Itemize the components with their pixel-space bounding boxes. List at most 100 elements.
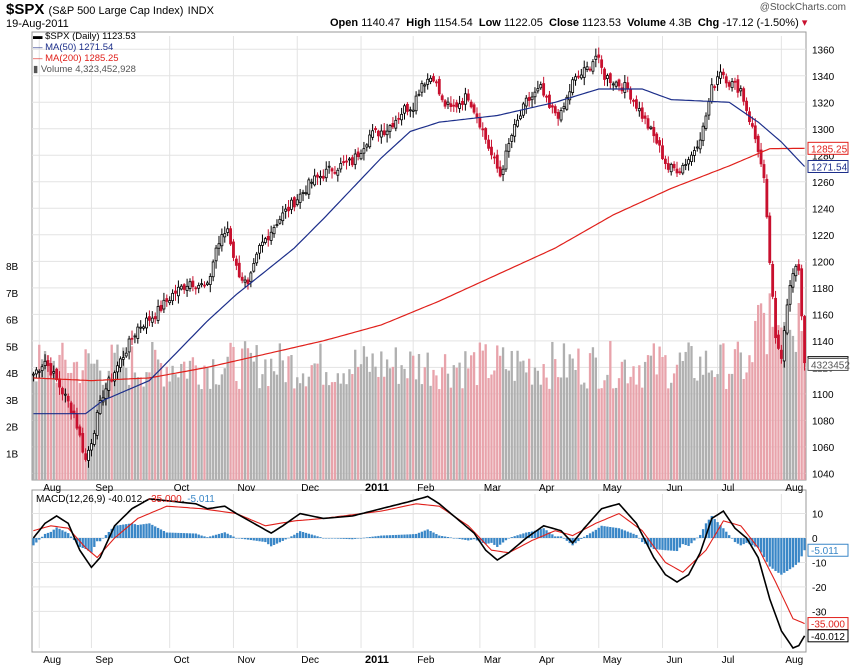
macd-histogram-bar [646,538,650,546]
macd-histogram-bar [330,538,334,539]
candle-body [371,130,375,138]
candle-body [232,241,235,258]
candle-body [458,103,461,109]
candle-body [229,228,232,245]
candle-body [797,264,801,271]
volume-bar [751,362,754,480]
candle-body [377,130,380,137]
candle-body [597,54,601,58]
volume-bar [701,374,705,480]
macd-x-tick-label: Mar [484,655,502,666]
price-tick-label: 1040 [812,469,835,480]
macd-histogram-bar [719,525,722,538]
macd-histogram-bar [791,538,795,568]
candle-body [405,103,409,112]
macd-histogram-bar [55,527,58,538]
volume-bar [304,386,308,480]
macd-histogram-bar [154,526,157,538]
volume-bar [530,384,534,480]
candle-body [46,360,50,367]
volume-bar [626,383,629,480]
candle-body [234,258,238,266]
legend-ma200: — MA(200) 1285.25 [33,53,119,64]
candle-body [408,109,412,112]
volume-tick-label: 2B [6,423,19,434]
macd-histogram-bar [61,530,64,538]
volume-bar [443,354,447,480]
candle-body [197,285,201,289]
candle-body [107,377,111,391]
candle-body [614,81,618,87]
macd-histogram-bar [580,538,583,539]
candle-body [261,241,264,246]
x-tick-label: Sep [95,483,113,494]
legend-volume: ▮ Volume 4,323,452,928 [33,64,136,75]
macd-histogram-bar [258,538,261,542]
macd-histogram-bar [351,538,354,540]
volume-bar [90,363,93,480]
candle-body [594,55,598,60]
volume-bar [194,365,197,480]
volume-bar [159,363,163,480]
candle-body [142,326,146,329]
candle-body [571,79,575,93]
volume-bar [319,343,322,480]
candle-body [579,74,583,79]
candle-body [58,378,61,388]
volume-bar [525,372,528,480]
candle-body [385,130,389,136]
volume-tick-label: 1B [6,449,19,460]
volume-bar [759,303,763,480]
volume-bar [487,378,490,480]
candle-body [437,78,441,95]
macd-histogram-bar [188,533,192,538]
volume-bar [93,363,96,480]
macd-histogram-bar [623,530,626,538]
candle-body [678,171,682,174]
candle-body [727,82,731,87]
macd-line [32,495,806,649]
volume-bar [629,376,632,480]
macd-histogram-bar [64,531,67,538]
legend-ma50: — MA(50) 1271.54 [33,42,114,53]
macd-histogram-bar [432,532,435,538]
low-value: 1122.05 [503,17,543,29]
high-value: 1154.54 [433,17,473,29]
macd-histogram-bar [472,538,476,540]
volume-tick-label: 5B [6,342,19,353]
volume-bar [513,380,516,480]
volume-bar [791,335,795,480]
macd-histogram-bar [119,524,122,538]
candle-body [492,156,496,159]
candle-body [217,243,221,249]
candle-body [348,158,351,161]
change-label: Chg [697,17,720,29]
candle-body [37,371,41,373]
volume-bar [464,351,467,480]
candle-body [745,100,748,111]
volume-bar [559,377,563,480]
volume-bar [597,388,600,480]
candle-body [34,369,38,375]
down-arrow-icon: ▾ [801,17,808,29]
volume-bar [594,357,597,480]
macd-histogram-bar [757,538,760,548]
candle-body [632,99,635,102]
x-tick-label: Apr [539,483,555,494]
macd-tick-label: 10 [812,510,824,521]
macd-histogram-bar [684,538,687,546]
macd-histogram-bar [168,532,171,538]
macd-histogram-bar [269,538,273,547]
macd-histogram-bar [803,538,806,551]
volume-bar [632,366,635,480]
volume-bar [638,365,641,480]
macd-histogram-bar [510,537,513,538]
volume-bar [110,344,113,480]
macd-histogram-bar [93,538,96,547]
macd-x-tick-label: Aug [785,655,803,666]
volume-bar [246,348,250,480]
volume-bar [681,361,684,480]
macd-histogram-bar [780,538,783,575]
macd-histogram-bar [675,538,679,552]
macd-histogram-bar [574,538,577,544]
